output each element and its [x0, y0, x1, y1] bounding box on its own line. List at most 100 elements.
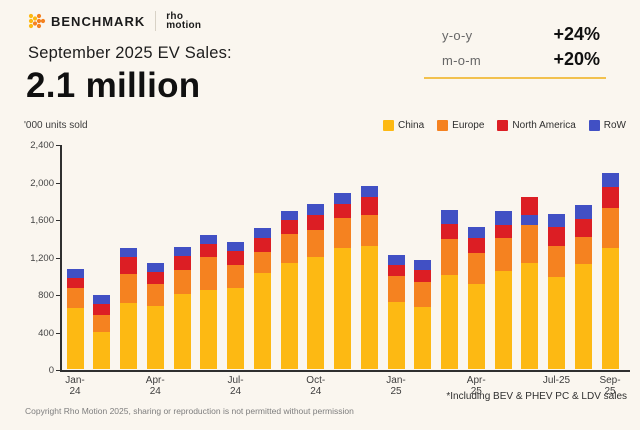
bar-segment-china	[360, 245, 378, 369]
x-tick-label: Oct- 24	[306, 375, 326, 397]
stats-panel: y-o-y +24% m-o-m +20%	[424, 24, 606, 79]
bar-segment-china	[307, 256, 325, 369]
bar-segment-china	[548, 276, 565, 369]
stacked-bar-chart: 0 400 800 1,200 1,600 2,000 2,400 Jan- 24 Apr- 2…	[30, 140, 630, 397]
bar-feb-24	[93, 294, 111, 369]
accent-underline	[424, 77, 606, 79]
bar-segment-row	[414, 259, 432, 271]
y-axis-line	[60, 145, 62, 371]
bar-segment-europe	[173, 270, 191, 294]
bar-segment-north-america	[467, 238, 485, 253]
headline-total: 2.1 million	[26, 66, 201, 105]
bar-segment-europe	[120, 273, 137, 303]
bar-oct-24	[307, 204, 325, 369]
bar-nov-24	[334, 192, 351, 369]
bar-segment-row	[253, 228, 271, 238]
bar-segment-row	[173, 247, 191, 257]
bar-segment-europe	[334, 218, 351, 249]
legend-label: RoW	[603, 120, 626, 131]
x-tick-label: Jan- 25	[386, 375, 406, 397]
bar-segment-north-america	[441, 224, 458, 240]
brand-row: BENCHMARK rho motion	[28, 11, 201, 31]
bar-segment-china	[574, 264, 592, 369]
bar-segment-china	[280, 263, 298, 369]
y-tick-mark	[56, 370, 60, 372]
y-tick-label: 2,000	[30, 177, 54, 189]
legend-label: Europe	[452, 120, 485, 131]
legend-item-china: China	[383, 120, 424, 131]
legend-swatch	[497, 120, 509, 131]
bar-segment-north-america	[574, 219, 592, 237]
y-tick-mark	[56, 295, 60, 297]
chart-legend: China Europe North America RoW	[383, 120, 626, 131]
bar-segment-europe	[253, 252, 271, 274]
legend-item-europe: Europe	[437, 120, 484, 131]
bar-segment-europe	[200, 257, 218, 290]
bar-jun-25	[521, 196, 539, 369]
bar-segment-row	[227, 242, 244, 252]
yoy-value: +24%	[553, 24, 600, 44]
bar-segment-china	[601, 247, 619, 369]
bar-segment-europe	[307, 229, 325, 257]
y-tick-mark	[56, 332, 60, 334]
page-title: September 2025 EV Sales:	[28, 44, 232, 62]
legend-swatch	[437, 120, 449, 131]
bar-jun-24	[200, 234, 218, 369]
bar-segment-north-america	[414, 270, 432, 282]
bar-segment-row	[467, 227, 485, 239]
x-tick-label: Apr- 24	[145, 375, 165, 397]
bar-segment-row	[441, 210, 458, 225]
bar-segment-north-america	[227, 251, 244, 265]
bar-segment-row	[120, 248, 137, 258]
bar-segment-north-america	[494, 225, 512, 238]
bar-segment-china	[387, 301, 405, 369]
bar-segment-north-america	[601, 187, 619, 209]
x-tick-label: Jul-25	[542, 375, 571, 386]
bar-segment-row	[601, 172, 619, 188]
bar-segment-europe	[280, 234, 298, 264]
x-tick-label: Jan- 24	[65, 375, 85, 397]
bar-segment-north-america	[120, 257, 137, 274]
stat-row-yoy: y-o-y +24%	[424, 24, 606, 49]
bar-sep-25	[601, 172, 619, 369]
bar-segment-europe	[601, 208, 619, 248]
y-tick-mark	[56, 220, 60, 222]
chart-footnote: *Including BEV & PHEV PC & LDV sales	[446, 391, 627, 402]
bar-segment-row	[280, 210, 298, 221]
benchmark-logo-icon	[28, 13, 46, 29]
bar-segment-row	[200, 234, 218, 245]
bar-segment-row	[307, 204, 325, 216]
bar-segment-europe	[521, 225, 539, 263]
x-tick-label: Jul- 24	[227, 375, 244, 397]
y-tick-label: 0	[48, 365, 54, 376]
y-tick-mark	[56, 257, 60, 259]
bar-segment-china	[227, 287, 244, 369]
bar-apr-25	[467, 227, 485, 369]
bar-segment-china	[66, 308, 84, 369]
bar-segment-china	[414, 306, 432, 369]
x-axis-line	[60, 370, 630, 372]
bar-segment-china	[521, 262, 539, 369]
bar-segment-north-america	[334, 203, 351, 219]
bar-segment-europe	[548, 245, 565, 277]
bar-segment-europe	[494, 237, 512, 272]
stat-row-mom: m-o-m +20%	[424, 49, 606, 74]
bar-segment-china	[467, 283, 485, 369]
bar-segment-north-america	[307, 215, 325, 230]
bar-segment-china	[120, 302, 137, 369]
bar-sep-24	[280, 210, 298, 369]
bar-segment-north-america	[253, 237, 271, 253]
bar-segment-row	[93, 294, 111, 305]
bar-segment-europe	[360, 215, 378, 246]
y-axis-title: '000 units sold	[24, 120, 88, 131]
mom-label: m-o-m	[442, 53, 482, 68]
bar-mar-25	[441, 210, 458, 369]
bar-segment-china	[93, 332, 111, 369]
bar-may-25	[494, 210, 512, 369]
bar-jan-24	[66, 269, 84, 369]
legend-item-row: RoW	[588, 120, 626, 131]
bar-aug-24	[253, 228, 271, 369]
bar-segment-row	[574, 205, 592, 219]
bar-segment-north-america	[280, 220, 298, 235]
